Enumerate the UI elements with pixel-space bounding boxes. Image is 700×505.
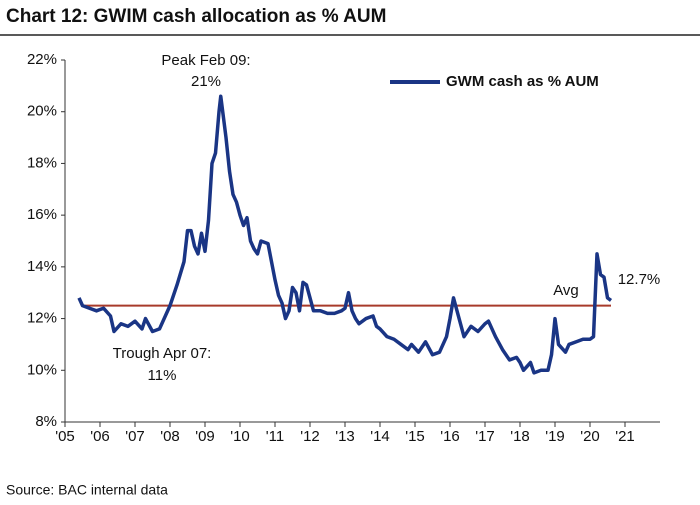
y-tick-label: 12%: [27, 310, 57, 327]
source: Source: BAC internal data: [6, 482, 168, 498]
y-tick-label: 14%: [27, 258, 57, 275]
y-tick-label: 8%: [35, 413, 57, 430]
y-tick-label: 10%: [27, 361, 57, 378]
x-tick-label: '16: [440, 428, 460, 445]
x-tick-label: '20: [580, 428, 600, 445]
x-tick-label: '17: [475, 428, 495, 445]
annotation: Trough Apr 07:: [113, 345, 212, 362]
annotation: 21%: [191, 73, 221, 90]
annotation: 12.7%: [618, 271, 661, 288]
x-tick-label: '07: [125, 428, 145, 445]
x-tick-label: '10: [230, 428, 250, 445]
x-tick-label: '06: [90, 428, 110, 445]
x-tick-label: '11: [266, 428, 284, 445]
x-tick-label: '15: [405, 428, 425, 445]
x-tick-label: '13: [335, 428, 355, 445]
y-tick-label: 22%: [27, 51, 57, 68]
annotation: Avg: [553, 282, 579, 299]
annotation: 11%: [148, 367, 177, 384]
annotation: Peak Feb 09:: [161, 52, 250, 69]
x-tick-label: '05: [55, 428, 75, 445]
x-tick-label: '21: [615, 428, 635, 445]
x-tick-label: '19: [545, 428, 565, 445]
y-tick-label: 18%: [27, 154, 57, 171]
y-tick-label: 20%: [27, 103, 57, 120]
series-line: [77, 94, 613, 375]
chart-title: Chart 12: GWIM cash allocation as % AUM: [6, 6, 386, 27]
y-tick-label: 16%: [27, 206, 57, 223]
x-tick-label: '09: [195, 428, 215, 445]
legend-label: GWM cash as % AUM: [446, 73, 599, 90]
x-tick-label: '18: [510, 428, 530, 445]
x-tick-label: '14: [370, 428, 390, 445]
x-tick-label: '12: [300, 428, 320, 445]
x-tick-label: '08: [160, 428, 180, 445]
